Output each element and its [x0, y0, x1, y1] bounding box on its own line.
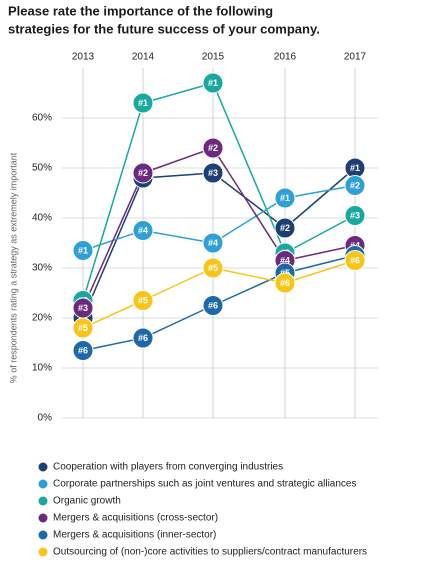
rank-label: #4	[280, 255, 290, 265]
legend-label: Corporate partnerships such as joint ven…	[53, 479, 357, 490]
legend-label: Mergers & acquisitions (cross-sector)	[53, 513, 218, 524]
legend-label: Organic growth	[53, 496, 121, 507]
marker	[72, 340, 94, 361]
x-tick-label: 2013	[72, 52, 95, 63]
y-tick-label: 60%	[32, 113, 52, 124]
marker	[132, 162, 154, 184]
legend-marker	[38, 462, 48, 472]
marker	[202, 257, 224, 279]
rank-label: #6	[350, 255, 360, 265]
y-axis-label: % of respondents rating a strategy as ex…	[8, 152, 18, 383]
rank-label: #3	[208, 168, 218, 178]
legend-marker	[38, 496, 48, 506]
legend-marker	[38, 547, 48, 557]
x-tick-label: 2014	[132, 52, 155, 63]
rank-label: #1	[280, 193, 290, 203]
x-tick-label: 2015	[202, 52, 225, 63]
legend-label: Cooperation with players from converging…	[53, 462, 283, 473]
rank-label: #3	[78, 303, 88, 313]
marker	[202, 295, 224, 316]
marker	[344, 250, 366, 271]
y-tick-label: 40%	[32, 213, 52, 224]
y-tick-label: 50%	[32, 163, 52, 174]
marker	[132, 220, 154, 241]
marker	[202, 72, 224, 94]
rank-label: #6	[138, 333, 148, 343]
rank-label: #2	[350, 180, 360, 190]
marker	[344, 175, 366, 196]
rank-label: #4	[208, 238, 218, 248]
y-tick-label: 10%	[32, 363, 52, 374]
rank-label: #6	[78, 345, 88, 355]
legend-marker	[38, 479, 48, 489]
marker	[72, 240, 94, 261]
marker	[344, 205, 366, 226]
marker	[274, 217, 296, 239]
legend-label: Outsourcing of (non-)core activities to …	[53, 547, 367, 558]
marker	[274, 187, 296, 209]
marker	[72, 317, 94, 339]
rank-label: #6	[208, 300, 218, 310]
marker	[132, 327, 154, 349]
rank-label: #4	[138, 225, 148, 235]
y-tick-label: 20%	[32, 313, 52, 324]
marker	[132, 290, 154, 311]
marker	[202, 232, 224, 254]
x-tick-label: 2016	[274, 52, 297, 63]
rank-label: #1	[350, 163, 360, 173]
rank-label: #6	[280, 278, 290, 288]
rank-label: #2	[280, 223, 290, 233]
x-tick-label: 2017	[344, 52, 367, 63]
legend-label: Mergers & acquisitions (inner-sector)	[53, 530, 216, 541]
marker	[202, 162, 224, 184]
rank-label: #5	[208, 263, 218, 273]
rank-label: #5	[138, 295, 148, 305]
rank-label: #3	[350, 210, 360, 220]
legend-marker	[38, 530, 48, 540]
chart-title: strategies for the future success of you…	[8, 21, 320, 36]
marker	[202, 137, 224, 159]
rank-label: #5	[78, 323, 88, 333]
marker	[274, 272, 296, 294]
rank-label: #1	[78, 245, 88, 255]
y-tick-label: 0%	[38, 413, 53, 424]
chart-title: Please rate the importance of the follow…	[8, 3, 273, 18]
rank-label: #1	[138, 98, 148, 108]
marker	[132, 92, 154, 114]
rank-label: #2	[138, 168, 148, 178]
y-tick-label: 30%	[32, 263, 52, 274]
rank-label: #1	[208, 78, 218, 88]
rank-label: #2	[208, 143, 218, 153]
legend-marker	[38, 513, 48, 523]
